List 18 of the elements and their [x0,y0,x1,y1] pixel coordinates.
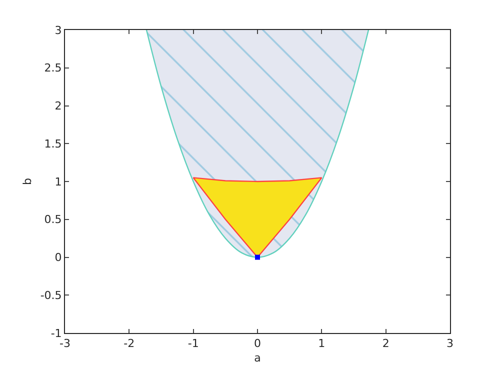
y-tick-label: 2 [54,100,62,113]
y-tick-label: 1.5 [44,137,62,150]
y-tick-label: 0 [54,251,62,264]
x-tick-label: 0 [254,337,261,350]
y-tick-label: 0.5 [44,213,62,226]
y-tick-label: 2.5 [44,62,62,75]
x-tick-label: -3 [60,337,70,350]
x-tick-label: -2 [124,337,135,350]
y-tick-label: 1 [54,175,62,188]
y-axis-title: b [20,178,34,185]
y-tick-label: -1 [50,326,62,340]
y-tick-label: 3 [54,24,62,37]
x-axis-title: a [254,351,261,364]
x-tick-label: 2 [382,337,390,350]
x-tick-label: -1 [188,337,199,350]
y-tick-label: -0.5 [40,288,62,302]
x-tick-label: 1 [318,337,326,350]
x-tick-label: 3 [446,337,454,350]
